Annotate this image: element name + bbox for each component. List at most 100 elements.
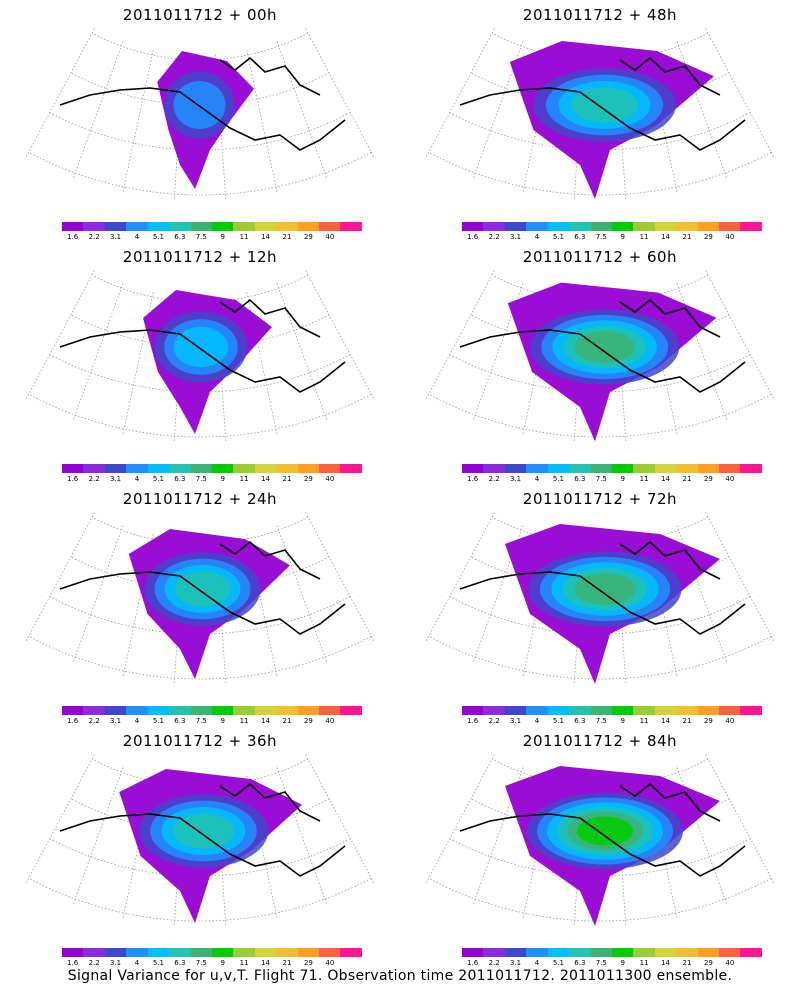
colorbar-tick-label: 7.5 <box>195 475 207 483</box>
colorbar-tick-label: 5.1 <box>152 959 164 967</box>
panel-title: 2011011712 + 84h <box>522 732 678 750</box>
colorbar-tick-label: 3.1 <box>509 717 522 725</box>
colorbar-tick-label: 14 <box>661 233 671 241</box>
panel-title: 2011011712 + 60h <box>522 248 678 266</box>
colorbar-swatch <box>569 222 591 231</box>
colorbar-swatch <box>676 948 698 957</box>
panel-title: 2011011712 + 72h <box>522 490 678 508</box>
colorbar-labels: 1.6 2.2 3.1 4 5.1 6.3 7.5 9 11 14 21 29 40 <box>462 959 762 969</box>
colorbar-swatch <box>633 464 655 473</box>
colorbar-labels: 1.6 2.2 3.1 4 5.1 6.3 7.5 9 11 14 21 29 40 <box>462 475 762 485</box>
colorbar-swatch <box>526 948 548 957</box>
colorbar-swatch <box>211 948 234 957</box>
colorbar-swatch <box>104 706 127 715</box>
colorbar-swatch <box>83 464 105 473</box>
map-panel: 2011011712 + 84h 1.6 2.2 3.1 4 5.1 6.3 7.5 9 11 14… <box>400 726 800 969</box>
variance-field <box>128 529 290 679</box>
colorbar-swatch <box>319 464 341 473</box>
colorbar-tick-label: 7.5 <box>195 717 207 725</box>
colorbar-swatch <box>504 948 527 957</box>
colorbar-tick-label: 11 <box>239 233 249 241</box>
colorbar-swatch <box>62 464 84 473</box>
colorbar-tick-label: 21 <box>682 475 692 483</box>
colorbar-swatch <box>633 948 655 957</box>
colorbar-tick-label: 4 <box>534 959 540 967</box>
map-plot <box>25 270 375 444</box>
colorbar-tick-label: 14 <box>261 959 271 967</box>
coastline <box>59 56 346 151</box>
colorbar-tick-label: 6.3 <box>574 717 586 725</box>
colorbar-tick-label: 11 <box>639 475 649 483</box>
colorbar-swatch <box>654 948 677 957</box>
colorbar-labels: 1.6 2.2 3.1 4 5.1 6.3 7.5 9 11 14 21 29 40 <box>62 233 362 243</box>
colorbar-swatch <box>297 464 320 473</box>
panel-title: 2011011712 + 36h <box>122 732 278 750</box>
colorbar-swatch <box>190 222 212 231</box>
panel-title: 2011011712 + 12h <box>122 248 278 266</box>
colorbar-swatch <box>233 948 255 957</box>
colorbar-swatch <box>211 464 234 473</box>
colorbar-swatch <box>676 706 698 715</box>
colorbar-tick-label: 1.6 <box>67 233 79 241</box>
colorbar-tick-label: 11 <box>239 959 249 967</box>
colorbar-tick-label: 21 <box>282 475 292 483</box>
colorbar-swatch <box>611 222 634 231</box>
colorbar-swatch <box>697 948 720 957</box>
colorbar-swatch <box>547 948 570 957</box>
colorbar-tick-label: 4 <box>134 475 140 483</box>
colorbar-tick-label: 9 <box>220 475 225 483</box>
colorbar-swatch <box>233 464 255 473</box>
panel-title: 2011011712 + 24h <box>122 490 278 508</box>
map-panel: 2011011712 + 72h 1.6 2.2 3.1 4 5.1 6.3 7.5 9 11 14… <box>400 484 800 725</box>
coastline <box>459 56 746 151</box>
colorbar-tick-label: 1.6 <box>67 717 79 725</box>
colorbar-tick-label: 2.2 <box>88 233 100 241</box>
colorbar-tick-label: 1.6 <box>67 959 79 967</box>
colorbar-tick-label: 14 <box>661 717 671 725</box>
colorbar-tick-label: 6.3 <box>174 959 186 967</box>
colorbar-tick-label: 11 <box>239 717 249 725</box>
colorbar-tick-label: 4 <box>534 475 540 483</box>
colorbar-tick-label: 40 <box>325 233 335 241</box>
variance-field <box>119 769 302 923</box>
colorbar-tick-label: 1.6 <box>467 233 479 241</box>
colorbar-swatch <box>611 464 634 473</box>
colorbar-swatch <box>547 464 570 473</box>
colorbar-tick-label: 11 <box>239 475 249 483</box>
colorbar-swatch <box>483 222 505 231</box>
colorbar-swatch <box>633 222 655 231</box>
colorbar-tick-label: 9 <box>620 233 625 241</box>
colorbar-tick-label: 2.2 <box>488 475 500 483</box>
colorbar-swatch <box>297 706 320 715</box>
colorbar-swatch <box>104 222 127 231</box>
colorbar-swatch <box>276 464 298 473</box>
colorbar-labels: 1.6 2.2 3.1 4 5.1 6.3 7.5 9 11 14 21 29 40 <box>62 717 362 727</box>
colorbar-swatch <box>126 706 148 715</box>
colorbar-tick-label: 29 <box>303 233 313 241</box>
colorbar-swatch <box>590 464 612 473</box>
colorbar-tick-label: 14 <box>261 717 271 725</box>
colorbar-swatch <box>740 948 762 957</box>
colorbar <box>62 948 362 957</box>
colorbar-tick-label: 21 <box>282 717 292 725</box>
colorbar-tick-label: 3.1 <box>509 959 522 967</box>
colorbar-swatch <box>104 948 127 957</box>
colorbar-swatch <box>633 706 655 715</box>
coastline <box>459 298 746 393</box>
colorbar-swatch <box>526 464 548 473</box>
colorbar-tick-label: 4 <box>134 717 140 725</box>
colorbar-tick-label: 29 <box>303 959 313 967</box>
colorbar-swatch <box>654 222 677 231</box>
colorbar <box>462 706 762 715</box>
colorbar-tick-label: 3.1 <box>509 475 522 483</box>
map-plot <box>25 28 375 202</box>
colorbar-swatch <box>462 222 484 231</box>
colorbar-swatch <box>719 706 741 715</box>
colorbar-swatch <box>547 706 570 715</box>
colorbar-tick-label: 4 <box>534 233 540 241</box>
colorbar-labels: 1.6 2.2 3.1 4 5.1 6.3 7.5 9 11 14 21 29 40 <box>62 475 362 485</box>
colorbar-tick-label: 6.3 <box>174 475 186 483</box>
colorbar-swatch <box>462 706 484 715</box>
variance-field <box>143 290 272 434</box>
colorbar-tick-label: 40 <box>325 717 335 725</box>
